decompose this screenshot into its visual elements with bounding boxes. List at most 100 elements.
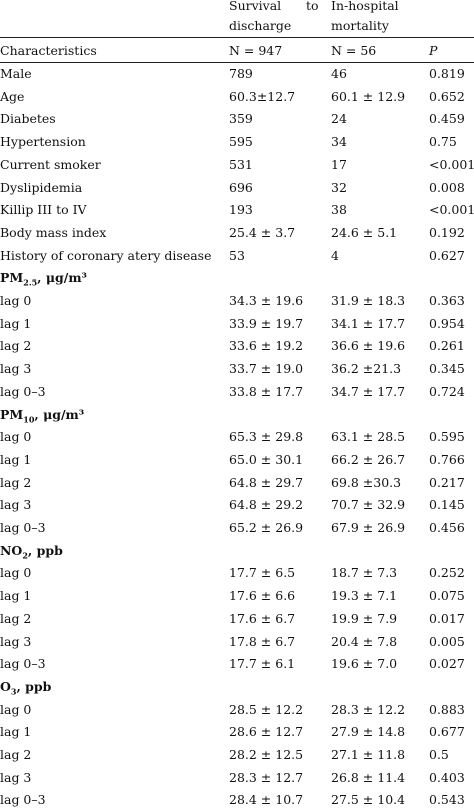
row-label: Dyslipidemia [0,179,83,195]
header-inhospital-label: In-hospital [331,0,399,13]
table-row: Hypertension 595 34 0.75 [0,131,474,153]
mortality-value: 26.8 ± 11.4 [331,769,406,785]
mortality-value: 60.1 ± 12.9 [331,88,406,104]
survival-value: 789 [229,66,253,81]
table-row: lag 2 28.2 ± 12.5 27.1 ± 11.8 0.5 [0,744,474,766]
section-label-main: PM [0,406,24,422]
mortality-value: 4 [331,247,339,263]
row-label: lag 0–3 [0,520,46,535]
table-row: lag 0 28.5 ± 12.2 28.3 ± 12.2 0.883 [0,699,474,721]
mortality-value: 31.9 ± 18.3 [331,293,406,308]
mortality-value: 34 [331,134,347,150]
row-label: lag 3 [0,633,32,649]
header-discharge-label: discharge [229,18,292,33]
row-label: Body mass index [0,224,107,240]
table-row: lag 1 17.6 ± 6.6 19.3 ± 7.1 0.075 [0,585,474,607]
p-value: 0.766 [429,451,465,467]
row-label: Diabetes [0,111,56,127]
row-label: lag 1 [0,315,32,331]
mortality-value: 28.3 ± 12.2 [331,701,406,717]
survival-value: 28.4 ± 10.7 [229,792,304,808]
row-label: lag 0 [0,701,32,717]
section-header-row: NO2, ppb [0,540,474,562]
header-bottom-rule [0,62,474,63]
mortality-value: 69.8 ±30.3 [331,474,402,490]
mortality-value: 19.9 ± 7.9 [331,610,398,626]
header-n-survival: N = 947 [229,43,283,58]
table-row: lag 0–3 28.4 ± 10.7 27.5 ± 10.4 0.543 [0,789,474,811]
p-value: 0.543 [429,792,465,808]
mortality-value: 32 [331,179,347,195]
p-value: <0.001 [429,156,474,172]
section-label-unit: , μg/m³ [37,270,88,286]
header-to-label: to [306,0,319,13]
row-label: lag 3 [0,769,32,785]
p-value: 0.008 [429,179,465,195]
p-value: 0.459 [429,111,465,127]
header-mortality-label: mortality [331,18,389,33]
p-value: 0.677 [429,724,465,740]
survival-value: 17.8 ± 6.7 [229,633,296,649]
table-row: Dyslipidemia 696 32 0.008 [0,177,474,199]
survival-value: 60.3±12.7 [229,88,296,104]
survival-value: 28.2 ± 12.5 [229,747,304,762]
mortality-value: 17 [331,156,347,172]
row-label: lag 3 [0,361,32,377]
survival-value: 17.6 ± 6.6 [229,588,296,604]
survival-value: 65.2 ± 26.9 [229,520,304,535]
table-row: Male 789 46 0.819 [0,63,474,85]
survival-value: 28.3 ± 12.7 [229,769,304,785]
table-row: History of coronary atery disease 53 4 0.62… [0,245,474,267]
row-label: Age [0,88,25,104]
survival-value: 359 [229,111,253,127]
mortality-value: 34.1 ± 17.7 [331,315,406,331]
survival-value: 531 [229,156,253,172]
p-value: 0.005 [429,633,465,649]
table-row: lag 2 33.6 ± 19.2 36.6 ± 19.6 0.261 [0,335,474,357]
mortality-value: 67.9 ± 26.9 [331,520,406,535]
survival-value: 65.3 ± 29.8 [229,429,304,445]
section-label-main: O [0,678,11,694]
section-label: NO2, ppb [0,540,63,567]
table-row: lag 2 64.8 ± 29.7 69.8 ±30.3 0.217 [0,472,474,494]
table-row: lag 0–3 33.8 ± 17.7 34.7 ± 17.7 0.724 [0,381,474,403]
row-label: Killip III to IV [0,202,87,218]
table-row: lag 0 17.7 ± 6.5 18.7 ± 7.3 0.252 [0,562,474,584]
p-value: 0.017 [429,610,465,626]
p-value: 0.595 [429,429,465,445]
mortality-value: 63.1 ± 28.5 [331,429,406,445]
survival-value: 17.7 ± 6.1 [229,656,296,672]
p-value: 0.252 [429,565,465,581]
section-label: PM10, μg/m³ [0,404,84,431]
row-label: lag 1 [0,588,32,604]
p-value: 0.363 [429,293,465,308]
survival-value: 64.8 ± 29.7 [229,474,304,490]
survival-value: 595 [229,134,253,150]
p-value: 0.145 [429,497,465,513]
survival-value: 696 [229,179,253,195]
mortality-value: 70.7 ± 32.9 [331,497,406,513]
section-label: PM2.5, μg/m³ [0,267,87,294]
survival-value: 193 [229,202,253,218]
row-label: lag 2 [0,747,32,762]
section-label-main: PM [0,270,24,286]
p-value: <0.001 [429,202,474,218]
p-value: 0.883 [429,701,465,717]
section-header-row: PM10, μg/m³ [0,404,474,426]
table-row: lag 1 33.9 ± 19.7 34.1 ± 17.7 0.954 [0,313,474,335]
p-value: 0.456 [429,520,465,535]
p-value: 0.345 [429,361,465,377]
header-p-value: P [429,43,438,58]
section-label-unit: , ppb [16,678,52,694]
survival-value: 33.9 ± 19.7 [229,315,304,331]
mortality-value: 19.3 ± 7.1 [331,588,398,604]
table-row: lag 3 33.7 ± 19.0 36.2 ±21.3 0.345 [0,358,474,380]
table-row: lag 3 28.3 ± 12.7 26.8 ± 11.4 0.403 [0,767,474,789]
section-label-subscript: 2.5 [23,277,38,288]
table-row: lag 3 17.8 ± 6.7 20.4 ± 7.8 0.005 [0,631,474,653]
header-characteristics: Characteristics [0,43,97,58]
p-value: 0.954 [429,315,465,331]
mortality-value: 18.7 ± 7.3 [331,565,398,581]
mortality-value: 27.5 ± 10.4 [331,792,406,808]
p-value: 0.192 [429,224,465,240]
